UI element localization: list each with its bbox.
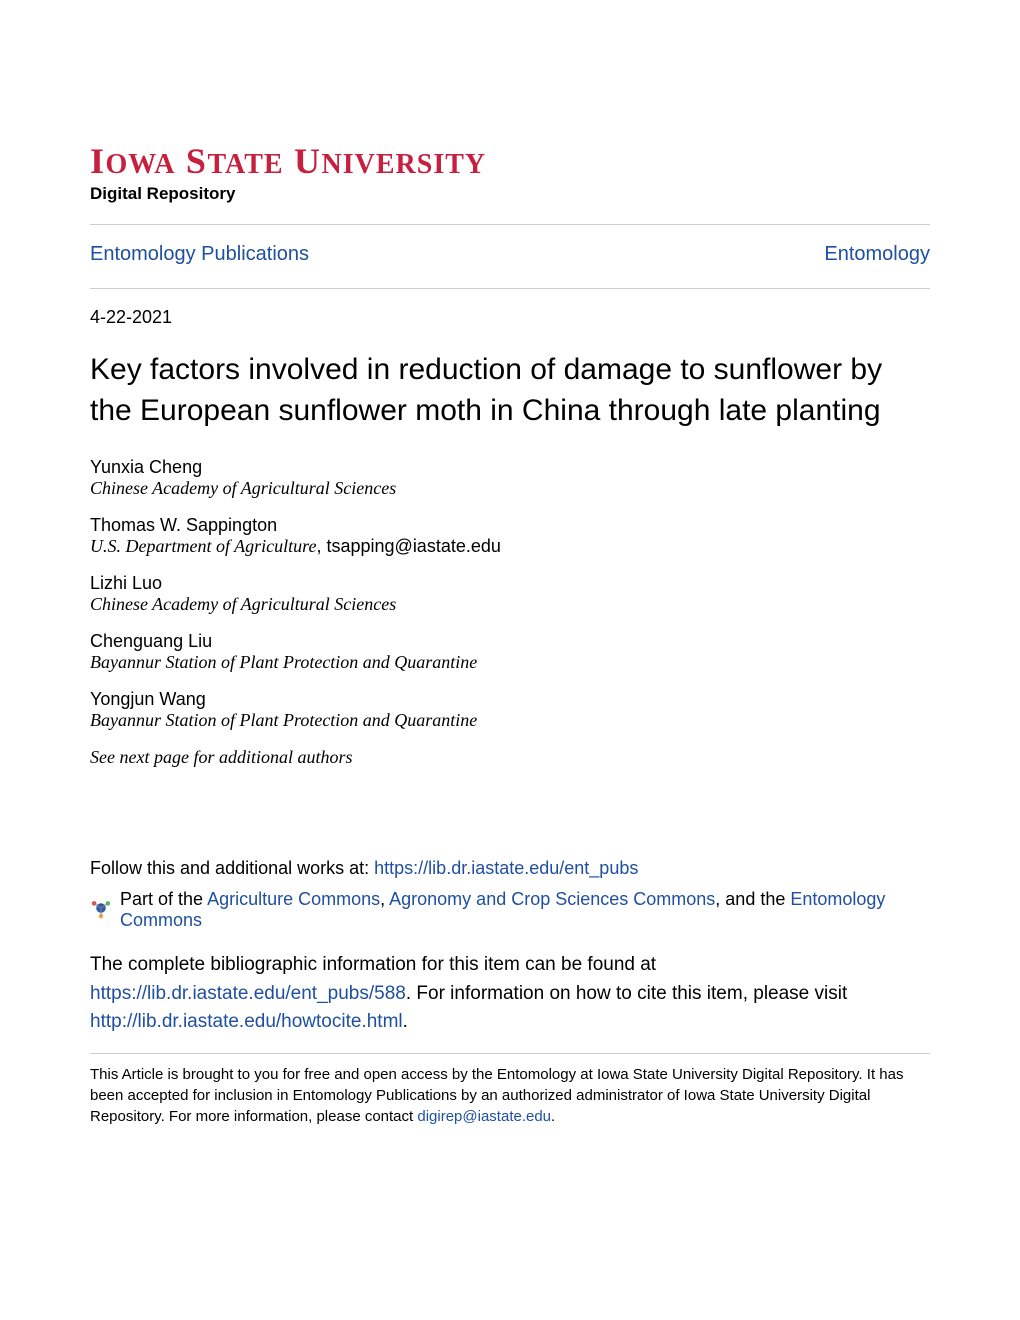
commons-link[interactable]: Agriculture Commons (207, 889, 380, 909)
author-entry: Yunxia Cheng Chinese Academy of Agricult… (90, 457, 930, 499)
additional-authors-note: See next page for additional authors (90, 747, 930, 768)
author-affiliation: U.S. Department of Agriculture, tsapping… (90, 536, 930, 557)
author-name: Lizhi Luo (90, 573, 930, 594)
divider (90, 288, 930, 289)
collection-link[interactable]: Entomology Publications (90, 243, 309, 266)
author-entry: Lizhi Luo Chinese Academy of Agricultura… (90, 573, 930, 615)
author-name: Yongjun Wang (90, 689, 930, 710)
follow-prefix: Follow this and additional works at: (90, 858, 374, 878)
author-affiliation: Chinese Academy of Agricultural Sciences (90, 478, 930, 499)
institution-logo: IOWA STATE UNIVERSITY Digital Repository (90, 140, 930, 204)
divider (90, 1053, 930, 1054)
author-name: Yunxia Cheng (90, 457, 930, 478)
authors-list: Yunxia Cheng Chinese Academy of Agricult… (90, 457, 930, 731)
page-container: IOWA STATE UNIVERSITY Digital Repository… (0, 0, 1020, 1320)
breadcrumb-row: Entomology Publications Entomology (90, 239, 930, 274)
repository-subtitle: Digital Repository (90, 184, 930, 204)
author-affiliation: Chinese Academy of Agricultural Sciences (90, 594, 930, 615)
bibliographic-note: The complete bibliographic information f… (90, 951, 930, 1037)
author-name: Chenguang Liu (90, 631, 930, 652)
item-url-link[interactable]: https://lib.dr.iastate.edu/ent_pubs/588 (90, 983, 406, 1004)
article-title: Key factors involved in reduction of dam… (90, 350, 930, 431)
author-name: Thomas W. Sappington (90, 515, 930, 536)
author-entry: Chenguang Liu Bayannur Station of Plant … (90, 631, 930, 673)
access-statement: This Article is brought to you for free … (90, 1064, 930, 1127)
author-affiliation: Bayannur Station of Plant Protection and… (90, 652, 930, 673)
author-affiliation: Bayannur Station of Plant Protection and… (90, 710, 930, 731)
commons-link[interactable]: Agronomy and Crop Sciences Commons (389, 889, 715, 909)
publication-date: 4-22-2021 (90, 307, 930, 328)
follow-link[interactable]: https://lib.dr.iastate.edu/ent_pubs (374, 858, 638, 878)
contact-email-link[interactable]: digirep@iastate.edu (417, 1108, 551, 1125)
author-entry: Yongjun Wang Bayannur Station of Plant P… (90, 689, 930, 731)
part-of-text: Part of the Agriculture Commons, Agronom… (120, 889, 930, 931)
howtocite-link[interactable]: http://lib.dr.iastate.edu/howtocite.html (90, 1011, 403, 1032)
author-entry: Thomas W. Sappington U.S. Department of … (90, 515, 930, 557)
follow-line: Follow this and additional works at: htt… (90, 858, 930, 879)
divider (90, 224, 930, 225)
university-wordmark: IOWA STATE UNIVERSITY (90, 140, 930, 182)
network-commons-icon (90, 897, 112, 924)
department-link[interactable]: Entomology (824, 243, 930, 266)
part-of-row: Part of the Agriculture Commons, Agronom… (90, 889, 930, 931)
